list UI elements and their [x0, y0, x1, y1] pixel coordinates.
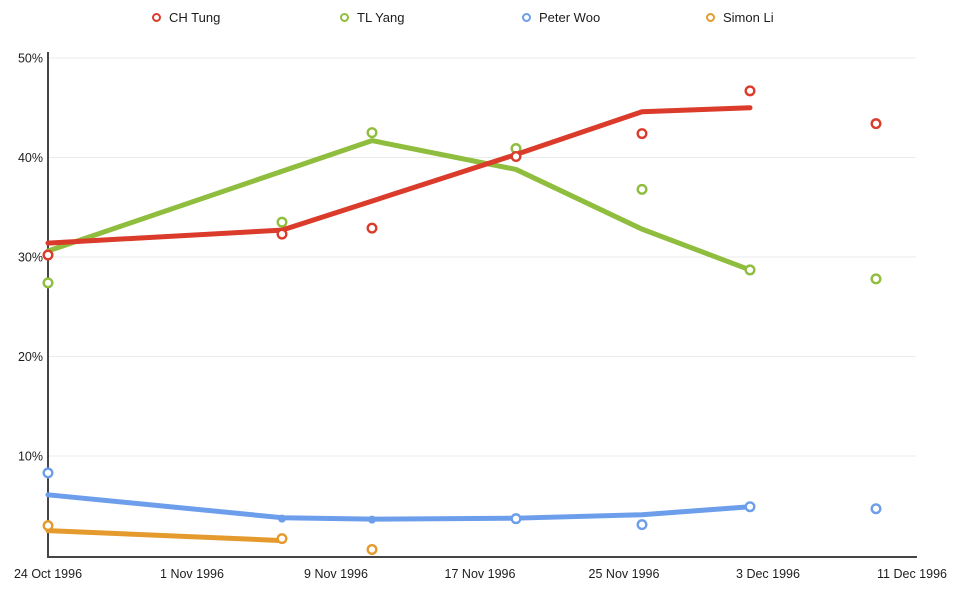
- data-point-ch-tung: [636, 128, 648, 140]
- legend-label: Simon Li: [723, 10, 774, 25]
- legend-item-ch-tung[interactable]: CH Tung: [152, 10, 220, 25]
- data-point-ch-tung: [870, 118, 882, 130]
- x-axis-tick-label: 24 Oct 1996: [14, 567, 82, 581]
- series-marker-icon: [706, 13, 715, 22]
- data-point-ch-tung: [42, 249, 54, 261]
- y-axis-tick-label: 10%: [18, 450, 43, 464]
- series-marker-icon: [522, 13, 531, 22]
- data-point-tl-yang: [870, 273, 882, 285]
- legend-label: CH Tung: [169, 10, 221, 25]
- data-point-tl-yang: [744, 264, 756, 276]
- x-axis-tick-label: 9 Nov 1996: [304, 567, 368, 581]
- x-axis-tick-label: 1 Nov 1996: [160, 567, 224, 581]
- data-point-simon-li: [366, 544, 378, 556]
- data-point-peter-woo: [870, 503, 882, 515]
- data-point-tl-yang: [42, 277, 54, 289]
- data-point-tl-yang: [636, 183, 648, 195]
- data-point-peter-woo: [636, 519, 648, 531]
- legend-item-peter-woo[interactable]: Peter Woo: [522, 10, 600, 25]
- trend-line-tl-yang: [45, 138, 753, 273]
- data-point-peter-woo: [368, 515, 376, 524]
- legend-item-tl-yang[interactable]: TL Yang: [340, 10, 404, 25]
- data-point-simon-li: [42, 520, 54, 532]
- legend-label: Peter Woo: [539, 10, 601, 25]
- y-axis-tick-label: 40%: [18, 151, 43, 165]
- trend-line-ch-tung: [45, 105, 753, 246]
- series-marker-icon: [340, 13, 349, 22]
- legend-item-simon-li[interactable]: Simon Li: [706, 10, 774, 25]
- legend-label: TL Yang: [357, 10, 405, 25]
- data-point-peter-woo: [510, 513, 522, 525]
- x-axis-tick-label: 11 Dec 1996: [877, 567, 947, 581]
- trend-line-simon-li: [45, 528, 285, 544]
- trend-line-peter-woo: [45, 492, 753, 522]
- data-point-ch-tung: [276, 228, 288, 240]
- x-axis-tick-label: 25 Nov 1996: [589, 567, 660, 581]
- data-point-ch-tung: [366, 222, 378, 234]
- x-axis-tick-label: 17 Nov 1996: [445, 567, 516, 581]
- data-point-peter-woo: [744, 501, 756, 513]
- chart-legend: CH Tung TL Yang Peter Woo Simon Li: [0, 0, 960, 34]
- x-axis-tick-label: 3 Dec 1996: [736, 567, 800, 581]
- y-axis-tick-label: 20%: [18, 350, 43, 364]
- data-point-ch-tung: [510, 151, 522, 163]
- data-point-simon-li: [276, 533, 288, 545]
- data-point-peter-woo: [42, 467, 54, 479]
- series-marker-icon: [152, 13, 161, 22]
- y-axis-tick-label: 50%: [18, 52, 43, 66]
- data-point-peter-woo: [278, 514, 286, 523]
- y-axis-tick-label: 30%: [18, 251, 43, 265]
- data-point-ch-tung: [744, 85, 756, 97]
- data-point-tl-yang: [366, 127, 378, 139]
- data-point-tl-yang: [276, 216, 288, 228]
